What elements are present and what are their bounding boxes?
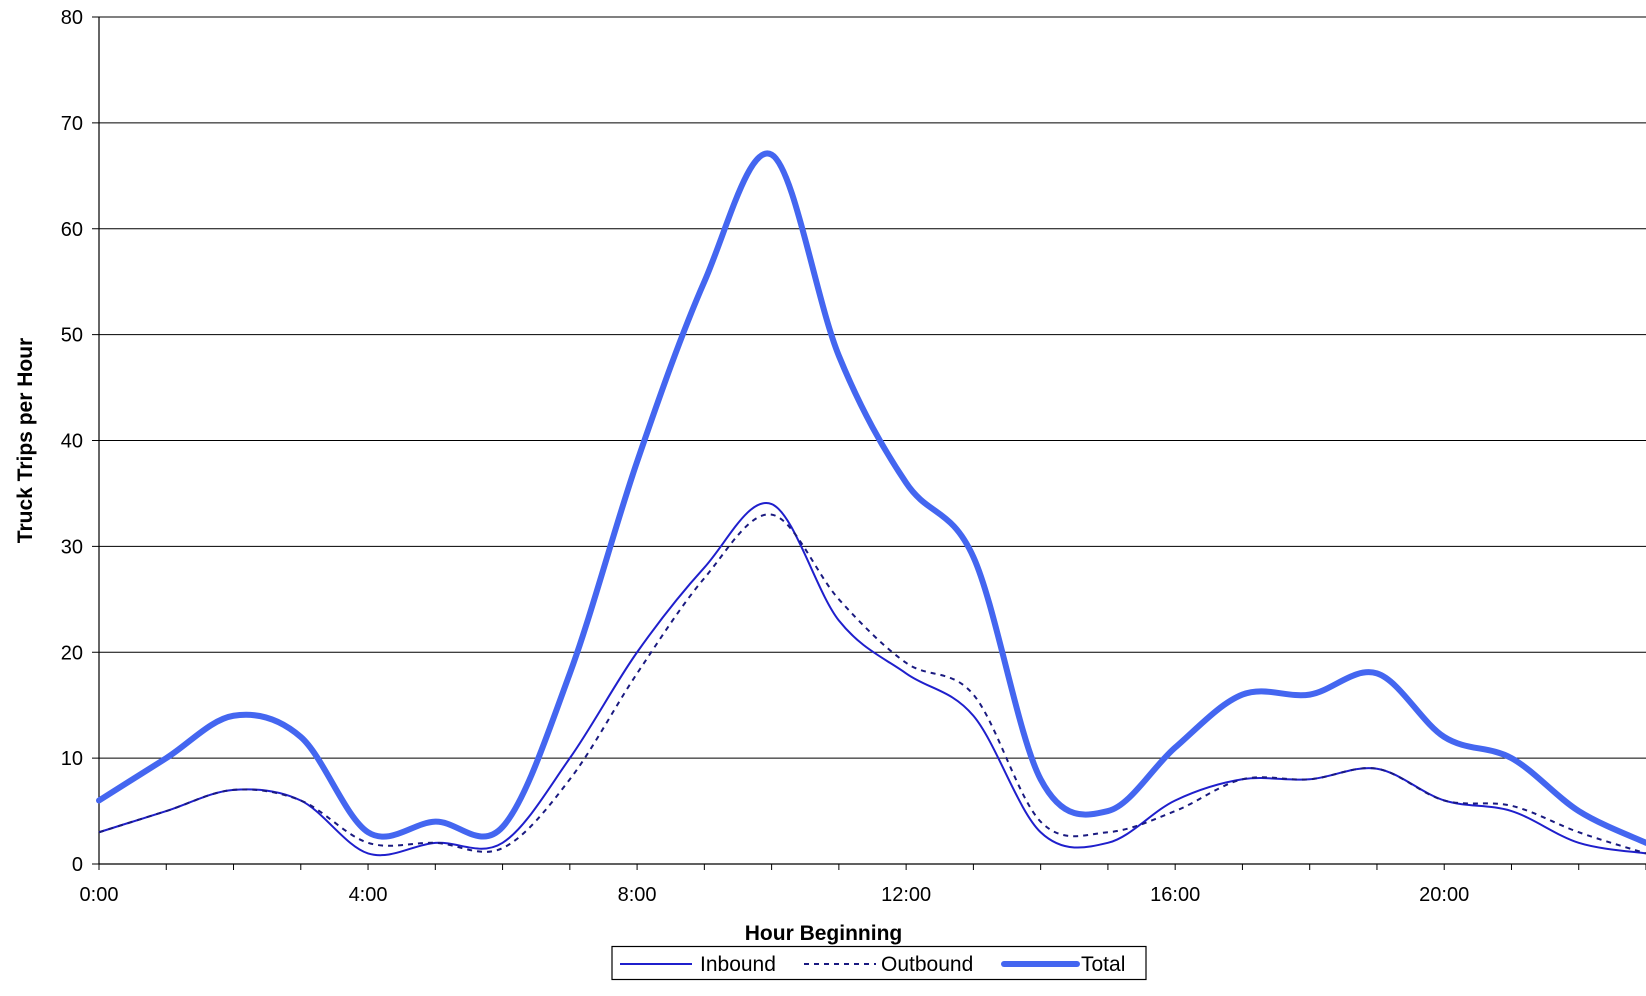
x-tick-label: 4:00	[349, 884, 388, 906]
axes	[92, 16, 1646, 870]
x-tick-label: 16:00	[1150, 884, 1200, 906]
series-line-inbound	[98, 501, 1646, 857]
series-lines	[96, 150, 1646, 857]
gridlines	[99, 16, 1646, 759]
x-tick-label: 20:00	[1419, 884, 1469, 906]
y-tick-label: 40	[61, 431, 83, 453]
x-tick-label: 0:00	[80, 884, 119, 906]
series-line-outbound	[98, 513, 1646, 855]
legend: Inbound Outbound Total	[611, 945, 1147, 981]
legend-label-outbound: Outbound	[881, 953, 973, 976]
x-tick-label: 8:00	[618, 884, 657, 906]
x-axis-title: Hour Beginning	[745, 922, 902, 945]
legend-label-inbound: Inbound	[700, 953, 776, 976]
y-tick-label: 70	[61, 113, 83, 135]
x-tick-label: 12:00	[881, 884, 931, 906]
y-tick-label: 80	[61, 7, 83, 29]
legend-label-total: Total	[1081, 953, 1125, 976]
y-tick-label: 50	[61, 325, 83, 347]
y-tick-label: 60	[61, 219, 83, 241]
series-line-total	[96, 150, 1646, 846]
y-tick-label: 30	[61, 536, 83, 558]
y-axis-title: Truck Trips per Hour	[14, 338, 37, 543]
y-tick-label: 10	[61, 748, 83, 770]
y-tick-label: 0	[72, 854, 83, 876]
y-tick-label: 20	[61, 642, 83, 664]
tick-labels: 0 10 20 30 40 50 60 70 80 0:00 4:00 8:00 12:00 16:00 2…	[61, 7, 1469, 906]
